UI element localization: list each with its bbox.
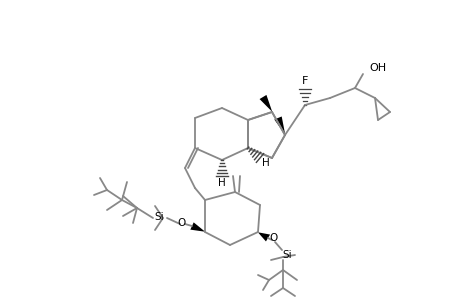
Polygon shape <box>257 232 269 242</box>
Polygon shape <box>274 116 285 135</box>
Text: F: F <box>301 76 308 86</box>
Text: H: H <box>262 158 269 168</box>
Text: OH: OH <box>368 63 385 73</box>
Text: Si: Si <box>154 212 163 222</box>
Text: H: H <box>218 178 225 188</box>
Polygon shape <box>259 95 272 112</box>
Text: O: O <box>178 218 186 228</box>
Text: O: O <box>269 233 278 243</box>
Polygon shape <box>190 222 205 232</box>
Text: Si: Si <box>281 250 291 260</box>
